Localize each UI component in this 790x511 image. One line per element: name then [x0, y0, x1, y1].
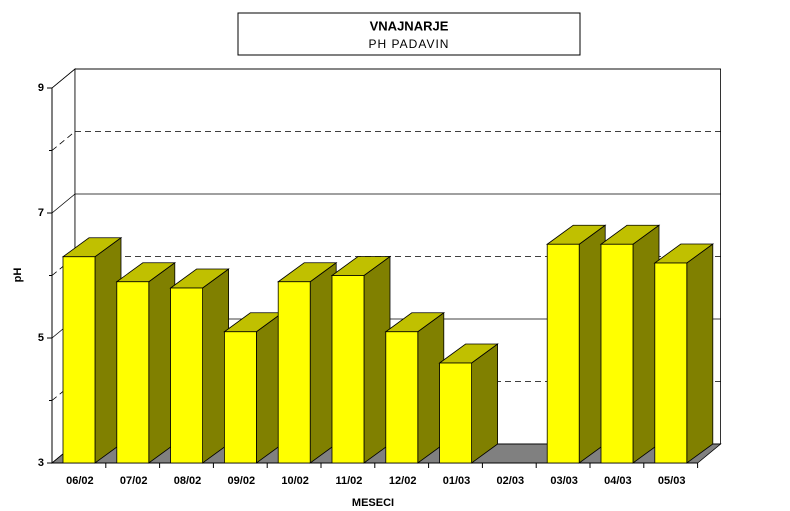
chart-subtitle: PH PADAVIN: [369, 37, 450, 51]
bar: [223, 331, 257, 464]
x-tick-label: 03/03: [550, 475, 578, 487]
y-tick-label: 9: [38, 82, 44, 94]
x-axis-label: MESECI: [352, 497, 394, 509]
grid-diagonal: [51, 193, 76, 214]
x-tick-label: 05/03: [658, 475, 686, 487]
bar: [385, 331, 419, 464]
x-tick-label: 01/03: [443, 475, 471, 487]
bar: [331, 275, 365, 464]
bar: [277, 281, 311, 464]
bar-side: [686, 243, 714, 464]
x-tick-label: 12/02: [389, 475, 417, 487]
x-tick-label: 11/02: [335, 475, 362, 487]
bar: [546, 243, 580, 464]
bar: [654, 262, 688, 464]
x-tick-label: 06/02: [66, 475, 94, 487]
x-tick-label: 09/02: [228, 475, 256, 487]
bar: [439, 362, 473, 464]
y-axis-label: pH: [12, 268, 24, 283]
title-box: [237, 12, 581, 56]
x-tick-label: 07/02: [120, 475, 148, 487]
chart-title: VNAJNARJE: [370, 18, 449, 33]
bar: [62, 256, 96, 464]
bar: [600, 243, 634, 464]
y-tick-label: 5: [38, 332, 44, 344]
x-tick-label: 10/02: [281, 475, 309, 487]
minor-grid-diagonal: [51, 131, 76, 151]
x-tick-label: 08/02: [174, 475, 202, 487]
x-tick-label: 02/03: [497, 475, 525, 487]
y-tick-label: 7: [38, 207, 44, 219]
bar: [116, 281, 150, 464]
grid-diagonal: [51, 68, 76, 89]
bar: [170, 287, 204, 464]
bar-side: [471, 343, 499, 464]
x-tick-label: 04/03: [604, 475, 632, 487]
y-tick-label: 3: [38, 457, 44, 469]
